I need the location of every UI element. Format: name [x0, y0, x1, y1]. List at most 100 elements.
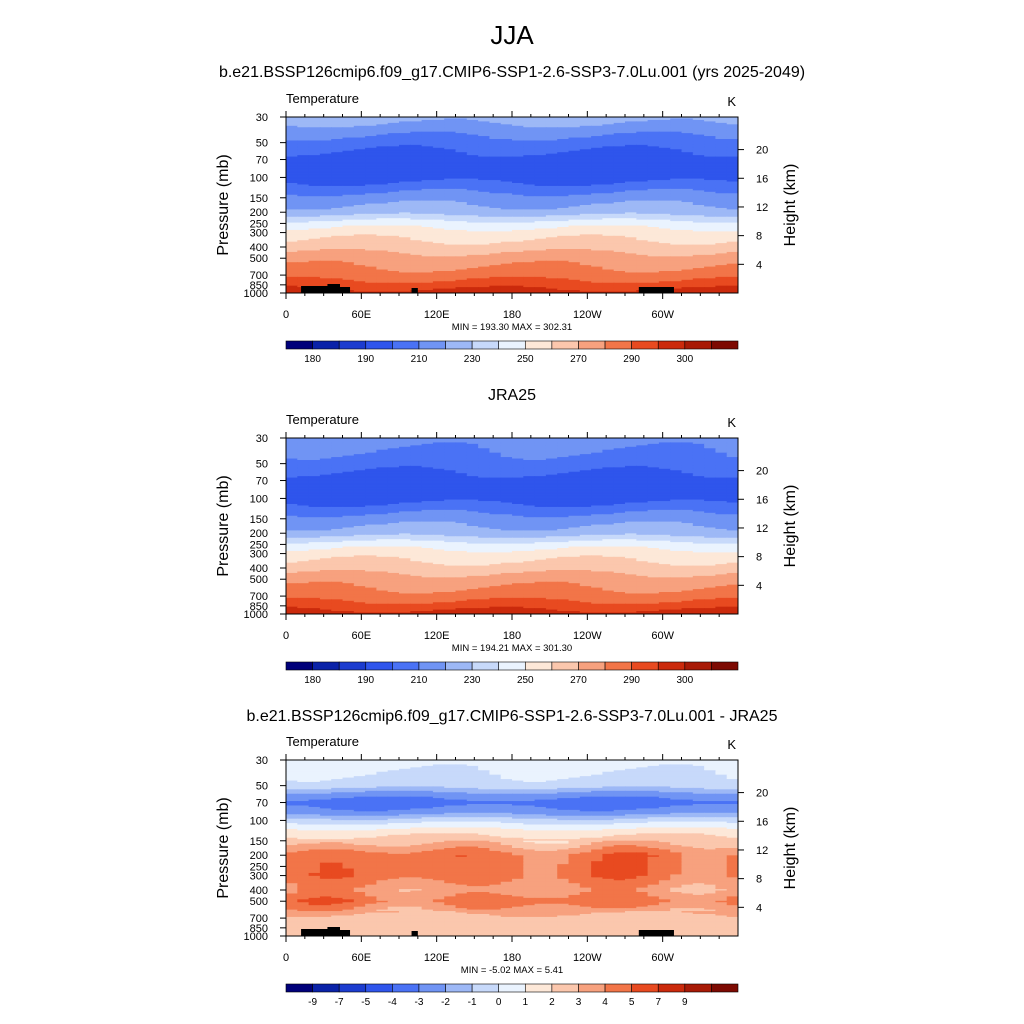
contour-band	[308, 197, 321, 200]
contour-band	[636, 234, 649, 237]
contour-band	[500, 232, 513, 235]
contour-band	[512, 256, 524, 259]
contour-band	[489, 155, 502, 158]
contour-band	[297, 191, 310, 194]
contour-band	[432, 200, 445, 203]
contour-band	[726, 149, 738, 152]
contour-band	[658, 249, 671, 252]
contour-band	[432, 166, 445, 169]
contour-band	[455, 193, 468, 196]
contour-band	[681, 256, 694, 259]
contour-band	[489, 171, 502, 174]
contour-band	[557, 254, 570, 257]
contour-band	[726, 215, 738, 218]
contour-band	[613, 140, 626, 143]
contour-band	[568, 278, 581, 281]
contour-band	[331, 184, 344, 187]
contour-band	[489, 187, 502, 190]
contour-band	[331, 218, 344, 221]
contour-band	[319, 216, 332, 219]
contour-band	[466, 215, 479, 218]
contour-band	[319, 136, 332, 139]
contour-band	[421, 235, 434, 238]
contour-band	[658, 275, 671, 278]
contour-band	[647, 130, 660, 133]
colorbar-swatch	[312, 340, 340, 350]
contour-band	[534, 253, 547, 256]
contour-band	[534, 279, 547, 282]
contour-band	[342, 162, 355, 165]
contour-band	[353, 127, 366, 130]
contour-band	[557, 259, 570, 262]
contour-band	[545, 122, 558, 125]
contour-band	[432, 169, 445, 172]
contour-band	[715, 256, 728, 259]
contour-band	[365, 256, 377, 259]
contour-band	[342, 185, 355, 188]
contour-band	[308, 235, 321, 238]
contour-band	[297, 215, 310, 218]
contour-band	[726, 187, 738, 190]
contour-band	[613, 134, 626, 137]
contour-band	[670, 202, 683, 205]
contour-band	[625, 188, 637, 191]
contour-band	[591, 202, 603, 205]
contour-band	[308, 146, 321, 149]
contour-band	[579, 191, 592, 194]
contour-band	[658, 227, 671, 230]
contour-band	[466, 203, 479, 206]
contour-band	[387, 246, 400, 249]
contour-band	[602, 290, 615, 293]
contour-band	[647, 263, 660, 266]
contour-band	[432, 171, 445, 174]
contour-band	[455, 150, 468, 153]
contour-band	[647, 118, 660, 121]
contour-band	[670, 241, 683, 244]
contour-band	[297, 130, 310, 133]
contour-band	[331, 263, 344, 266]
contour-band	[489, 133, 502, 136]
contour-band	[681, 279, 694, 282]
contour-band	[602, 118, 615, 121]
contour-band	[670, 128, 683, 131]
contour-band	[308, 213, 321, 216]
contour-band	[286, 246, 298, 249]
contour-band	[647, 175, 660, 178]
contour-band	[523, 169, 536, 172]
contour-band	[670, 119, 683, 122]
contour-band	[365, 271, 377, 274]
contour-band	[647, 272, 660, 275]
contour-band	[432, 188, 445, 191]
contour-band	[466, 180, 479, 183]
contour-band	[365, 146, 377, 149]
contour-band	[342, 207, 355, 210]
contour-band	[478, 150, 490, 153]
contour-band	[297, 210, 310, 213]
contour-band	[319, 119, 332, 122]
contour-band	[466, 269, 479, 272]
contour-band	[410, 273, 423, 276]
contour-band	[692, 196, 705, 199]
contour-band	[602, 284, 615, 287]
contour-band	[658, 254, 671, 257]
contour-band	[670, 234, 683, 237]
contour-band	[444, 191, 457, 194]
contour-band	[647, 165, 660, 168]
contour-band	[308, 141, 321, 144]
contour-band	[308, 238, 321, 241]
contour-band	[579, 225, 592, 228]
contour-band	[319, 199, 332, 202]
contour-band	[410, 163, 423, 166]
contour-band	[715, 171, 728, 174]
contour-band	[647, 282, 660, 285]
contour-band	[613, 156, 626, 159]
colorbar-swatch	[631, 340, 659, 350]
contour-band	[500, 147, 513, 150]
contour-band	[286, 257, 298, 260]
contour-band	[523, 122, 536, 125]
contour-band	[455, 210, 468, 213]
contour-band	[726, 124, 738, 127]
contour-band	[512, 263, 524, 266]
contour-band	[319, 238, 332, 241]
contour-band	[421, 251, 434, 254]
